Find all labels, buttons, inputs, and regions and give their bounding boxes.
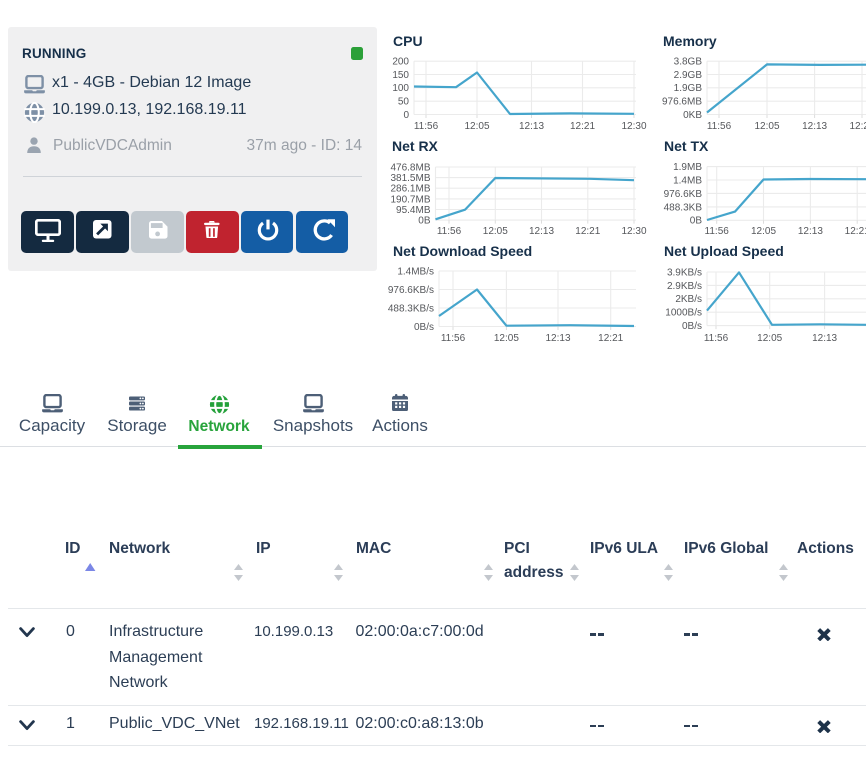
svg-text:11:56: 11:56 [437,226,462,237]
svg-text:12:05: 12:05 [483,226,508,237]
svg-text:95.4MB: 95.4MB [396,205,431,216]
svg-text:0: 0 [403,110,409,121]
svg-text:286.1MB: 286.1MB [390,184,430,195]
svg-text:11:56: 11:56 [707,121,732,132]
svg-text:488.3KB: 488.3KB [664,202,703,213]
svg-text:12:13: 12:13 [812,333,837,344]
svg-text:12:05: 12:05 [464,121,489,132]
svg-text:1.9GB: 1.9GB [674,83,703,94]
svg-text:1.9MB: 1.9MB [673,162,702,173]
svg-text:11:56: 11:56 [441,333,466,344]
svg-text:190.7MB: 190.7MB [390,194,430,205]
svg-text:488.3KB/s: 488.3KB/s [388,303,434,314]
svg-text:0B/s: 0B/s [682,321,702,332]
svg-text:12:05: 12:05 [757,333,782,344]
svg-text:12:21: 12:21 [575,226,600,237]
svg-text:Net TX: Net TX [664,138,709,154]
svg-text:12:30: 12:30 [621,121,646,132]
svg-text:12:13: 12:13 [519,121,544,132]
svg-text:12:13: 12:13 [545,333,570,344]
svg-text:381.5MB: 381.5MB [390,173,430,184]
svg-text:12:21: 12:21 [570,121,595,132]
svg-text:12:21: 12:21 [845,226,866,237]
svg-text:Net Download Speed: Net Download Speed [393,243,532,259]
svg-text:50: 50 [398,97,410,108]
svg-text:12:13: 12:13 [802,121,827,132]
svg-text:1.4MB: 1.4MB [673,175,702,186]
svg-text:150: 150 [392,70,409,81]
svg-text:12:13: 12:13 [798,226,823,237]
svg-text:12:21: 12:21 [849,121,866,132]
svg-text:11:56: 11:56 [704,333,729,344]
svg-text:0B/s: 0B/s [414,322,434,333]
svg-text:976.6KB: 976.6KB [664,189,703,200]
svg-text:0B: 0B [690,216,703,227]
svg-text:3.9KB/s: 3.9KB/s [667,267,702,278]
svg-text:200: 200 [392,57,409,68]
svg-text:12:21: 12:21 [598,333,623,344]
svg-text:12:05: 12:05 [494,333,519,344]
svg-text:1.4MB/s: 1.4MB/s [397,266,434,277]
svg-text:12:30: 12:30 [621,226,646,237]
svg-text:3.8GB: 3.8GB [674,57,703,68]
svg-text:976.6MB: 976.6MB [662,97,702,108]
svg-text:100: 100 [392,83,409,94]
svg-text:0KB: 0KB [683,110,702,121]
svg-text:476.8MB: 476.8MB [390,162,430,173]
svg-text:11:56: 11:56 [705,226,730,237]
svg-text:Net Upload Speed: Net Upload Speed [664,243,784,259]
svg-text:2KB/s: 2KB/s [675,294,702,305]
svg-text:Net RX: Net RX [392,138,439,154]
svg-text:11:56: 11:56 [414,121,439,132]
svg-text:976.6KB/s: 976.6KB/s [388,285,434,296]
svg-text:2.9KB/s: 2.9KB/s [667,281,702,292]
svg-text:0B: 0B [418,216,431,227]
svg-text:12:05: 12:05 [751,226,776,237]
svg-text:12:05: 12:05 [754,121,779,132]
svg-text:2.9GB: 2.9GB [674,70,703,81]
svg-text:Memory: Memory [663,33,717,49]
svg-text:1000B/s: 1000B/s [665,308,702,319]
svg-text:12:13: 12:13 [529,226,554,237]
svg-text:CPU: CPU [393,33,423,49]
